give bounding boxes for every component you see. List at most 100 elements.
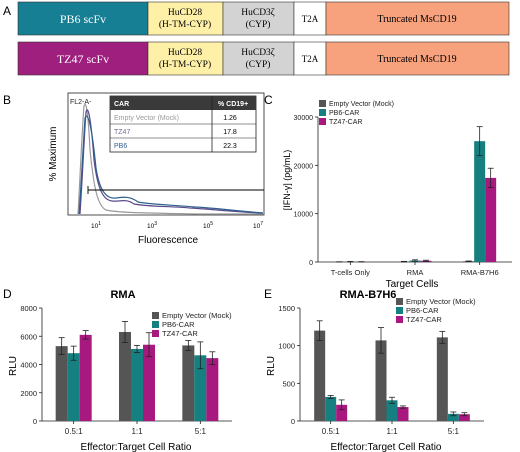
panel-letter-c: C bbox=[264, 93, 273, 107]
chart-d-bar-0-2 bbox=[79, 334, 92, 421]
chart-d-ytick-label-2: 4000 bbox=[20, 361, 37, 370]
chart-c-legend-swatch-0 bbox=[319, 100, 326, 107]
tz47-cd3-sub: (CYP) bbox=[246, 59, 271, 70]
chart-c-bar-2-1 bbox=[474, 141, 486, 262]
tz47-cd3-segment bbox=[222, 41, 295, 76]
chart-e-category-label-2: 5:1 bbox=[448, 427, 460, 436]
flow-table-header-car: CAR bbox=[114, 101, 129, 108]
tz47-cd3-label: HuCD3ζ bbox=[241, 47, 275, 58]
chart-e-bar-1-0 bbox=[375, 340, 387, 421]
flow-x-ticks: 101 103 105 107 bbox=[91, 221, 263, 230]
chart-e-xlabel: Effector:Target Cell Ratio bbox=[331, 442, 442, 452]
flow-histogram: FL2-A- % Maximum Fluorescence 101 103 10… bbox=[48, 92, 265, 246]
chart-e-legend-label-2: TZ47-CAR bbox=[406, 315, 442, 324]
chart-e-rma-b7h6: 0 500 1000 1500 0.5:1 1:1 5:1 Empty Vector (Moc… bbox=[278, 297, 484, 436]
chart-d-ytick-label-3: 6000 bbox=[20, 332, 37, 341]
chart-d-category-label-1: 1:1 bbox=[131, 427, 143, 436]
chart-d-title: RMA bbox=[110, 289, 135, 301]
pb6-msc-label: Truncated MsCD19 bbox=[377, 14, 456, 25]
chart-d-legend-swatch-1 bbox=[152, 321, 159, 328]
chart-e-bar-2-2 bbox=[458, 414, 470, 421]
chart-c-bar-2-2 bbox=[485, 177, 497, 262]
chart-d-bar-1-1 bbox=[131, 348, 143, 421]
construct-pb6: PB6 scFv HuCD28 (H-TM-CYP) HuCD3ζ (CYP) … bbox=[17, 1, 510, 36]
chart-d-legend-label-2: TZ47-CAR bbox=[162, 329, 198, 338]
flow-tick-10-3: 103 bbox=[147, 221, 157, 230]
tz47-scfv-segment bbox=[17, 41, 149, 76]
chart-d-legend-swatch-2 bbox=[152, 330, 159, 337]
chart-d-bar-2-0 bbox=[182, 345, 195, 421]
chart-d-ylabel: RLU bbox=[8, 356, 19, 376]
tz47-t2a-segment bbox=[293, 41, 327, 76]
chart-d-bar-0-1 bbox=[67, 353, 80, 421]
pb6-scfv-segment bbox=[17, 1, 149, 36]
chart-e-ytick-label-0: 0 bbox=[291, 417, 295, 426]
chart-c-legend-label-2: TZ47-CAR bbox=[329, 119, 362, 126]
chart-d-rma: 0 2000 4000 6000 8000 0.5:1 1:1 5:1 Empty Vector… bbox=[20, 304, 232, 436]
panel-letter-a: A bbox=[3, 4, 11, 18]
panel-letter-e: E bbox=[264, 287, 272, 301]
tz47-t2a-label: T2A bbox=[302, 54, 319, 64]
chart-e-bar-0-2 bbox=[336, 404, 348, 421]
chart-c-ytick-label-0: 0 bbox=[309, 260, 313, 267]
chart-e-ytick-label-1: 500 bbox=[282, 379, 295, 388]
chart-d-bar-1-2 bbox=[143, 344, 155, 421]
chart-c-ifn-gamma: 0 10000 20000 30000 T-cells Only RMA RMA-B7H6 E… bbox=[294, 100, 512, 277]
tz47-msc-label: Truncated MsCD19 bbox=[377, 54, 456, 65]
chart-d-ytick-label-4: 8000 bbox=[20, 304, 37, 313]
flow-table-row-tz47-name: TZ47 bbox=[114, 129, 130, 136]
flow-table-row-pb6-name: PB6 bbox=[114, 143, 127, 150]
panel-letter-d: D bbox=[3, 287, 12, 301]
chart-e-legend-swatch-2 bbox=[396, 316, 403, 323]
pb6-cd28-sub: (H-TM-CYP) bbox=[159, 19, 211, 30]
construct-tz47: TZ47 scFv HuCD28 (H-TM-CYP) HuCD3ζ (CYP)… bbox=[17, 41, 510, 76]
pb6-cd3-sub: (CYP) bbox=[246, 19, 271, 30]
chart-d-ytick-label-0: 0 bbox=[33, 417, 37, 426]
chart-c-ylabel: [IFN-γ] (pg/mL) bbox=[282, 150, 292, 211]
pb6-scfv-label: PB6 scFv bbox=[60, 12, 106, 26]
pb6-cd3-segment bbox=[222, 1, 295, 36]
chart-e-ylabel: RLU bbox=[266, 356, 277, 376]
flow-table: CAR % CD19+ Empty Vector (Mock) 1.26 TZ4… bbox=[109, 95, 257, 153]
pb6-cd3-label: HuCD3ζ bbox=[241, 7, 275, 18]
chart-c-ytick-label-2: 20000 bbox=[294, 163, 314, 170]
tz47-cd28-segment bbox=[147, 41, 224, 76]
chart-e-legend-swatch-0 bbox=[396, 298, 403, 305]
flow-tick-10-7: 107 bbox=[253, 221, 263, 230]
chart-e-category-label-0: 0.5:1 bbox=[322, 427, 340, 436]
chart-c-xlabel: Target Cells bbox=[386, 279, 439, 290]
chart-d-ytick-label-1: 2000 bbox=[20, 389, 37, 398]
flow-xlabel: Fluorescence bbox=[138, 235, 198, 246]
tz47-scfv-label: TZ47 scFv bbox=[57, 52, 109, 66]
flow-ylabel: % Maximum bbox=[48, 126, 59, 181]
chart-d-bar-1-0 bbox=[119, 332, 131, 421]
chart-c-ytick-label-3: 30000 bbox=[294, 115, 314, 122]
tz47-cd28-sub: (H-TM-CYP) bbox=[159, 59, 211, 70]
flow-gate-label: FL2-A- bbox=[70, 99, 92, 106]
chart-c-legend-label-0: Empty Vector (Mock) bbox=[329, 101, 394, 108]
panel-letter-b: B bbox=[3, 93, 11, 107]
chart-e-bar-1-1 bbox=[386, 400, 398, 421]
chart-d-legend-label-0: Empty Vector (Mock) bbox=[162, 311, 232, 320]
tz47-cd28-label: HuCD28 bbox=[168, 48, 203, 58]
flow-table-header-bg bbox=[110, 96, 256, 110]
chart-c-ytick-label-1: 10000 bbox=[294, 212, 314, 219]
chart-e-bar-1-2 bbox=[397, 407, 409, 421]
chart-c-category-label-1: RMA bbox=[407, 268, 424, 277]
flow-tick-10-5: 105 bbox=[203, 221, 213, 230]
tz47-msc-segment bbox=[325, 41, 510, 76]
flow-trace-mock bbox=[77, 103, 263, 215]
chart-d-category-label-0: 0.5:1 bbox=[65, 427, 83, 436]
flow-table-row-mock-name: Empty Vector (Mock) bbox=[114, 115, 179, 122]
chart-c-legend-label-1: PB6-CAR bbox=[329, 110, 359, 117]
chart-e-ytick-label-2: 1000 bbox=[278, 342, 295, 351]
pb6-t2a-segment bbox=[293, 1, 327, 36]
pb6-cd28-segment bbox=[147, 1, 224, 36]
chart-d-xlabel: Effector:Target Cell Ratio bbox=[81, 442, 192, 452]
chart-c-legend-swatch-1 bbox=[319, 109, 326, 116]
chart-e-bar-0-0 bbox=[314, 330, 326, 421]
pb6-t2a-label: T2A bbox=[302, 14, 319, 24]
flow-table-row-tz47-value: 17.8 bbox=[223, 129, 237, 136]
chart-e-bar-0-1 bbox=[325, 396, 337, 421]
